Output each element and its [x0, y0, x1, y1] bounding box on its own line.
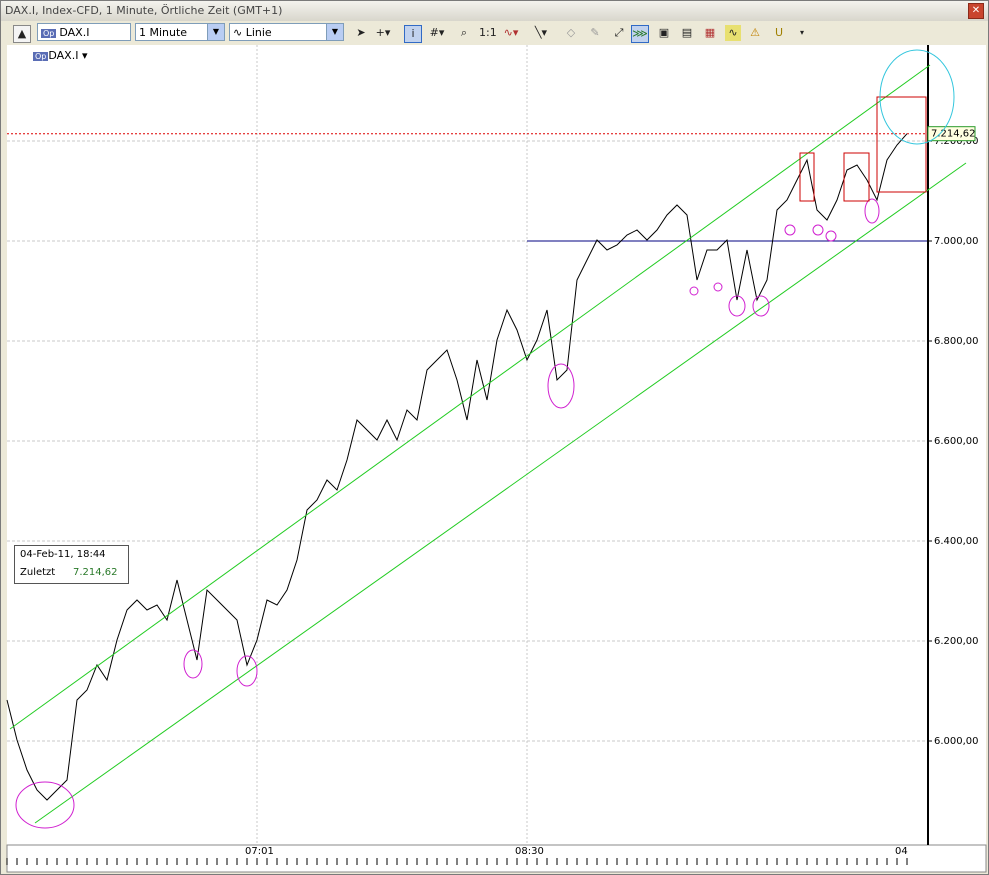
x-tick-label: 08:30 — [515, 846, 544, 857]
collapse-button[interactable]: ▲ — [13, 25, 31, 43]
last-price-label: 7.214,62 — [931, 129, 976, 140]
info-last-value: 7.214,62 — [73, 567, 118, 578]
marker-ellipse — [752, 295, 770, 317]
interval-select[interactable]: 1 Minute ▼ — [135, 23, 225, 41]
window-tool[interactable]: ▦ — [704, 26, 716, 39]
marker-ellipse — [15, 781, 75, 829]
wave-tool[interactable]: ∿ — [725, 25, 741, 41]
export-tool[interactable]: ▣ — [658, 26, 670, 39]
y-tick-label: 6.400,00 — [934, 536, 979, 547]
grid-tool[interactable]: #▾ — [429, 26, 445, 39]
y-tick-label: 7.200,00 — [934, 136, 979, 147]
window-title: DAX.I, Index-CFD, 1 Minute, Örtliche Zei… — [5, 4, 283, 17]
scale-tool[interactable]: 1:1 — [479, 26, 497, 39]
compare-tool[interactable]: ⤢ — [614, 26, 624, 39]
marker-ellipse — [825, 230, 837, 242]
more-tools[interactable]: ▾ — [799, 28, 804, 37]
style-select[interactable]: ∿ Linie ▼ — [229, 23, 344, 41]
y-tick-label: 6.000,00 — [934, 736, 979, 747]
y-tick-label: 6.800,00 — [934, 336, 979, 347]
info-box: 04-Feb-11, 18:44 Zuletzt 7.214,62 — [14, 545, 129, 584]
channel-upper — [9, 64, 931, 730]
title-bar: DAX.I, Index-CFD, 1 Minute, Örtliche Zei… — [1, 1, 988, 21]
marker-ellipse — [689, 286, 699, 296]
trend-tool[interactable]: ⋙ — [631, 25, 649, 43]
marker-ellipse — [236, 655, 258, 687]
marker-ellipse — [784, 224, 796, 236]
info-last-label: Zuletzt — [20, 567, 56, 578]
copy-tool[interactable]: ▤ — [681, 26, 693, 39]
alert-tool[interactable]: ⚠ — [750, 26, 760, 39]
marker-ellipse — [183, 649, 203, 679]
close-button[interactable]: ✕ — [968, 3, 984, 19]
y-axis-area — [928, 45, 986, 845]
zoom-tool[interactable]: ⌕ — [460, 26, 468, 39]
indicator-tool[interactable]: ∿▾ — [503, 26, 519, 39]
x-tick-label: 04 — [895, 846, 908, 857]
x-tick-label: 07:01 — [245, 846, 274, 857]
info-datetime: 04-Feb-11, 18:44 — [20, 549, 106, 560]
marker-box — [799, 152, 815, 202]
marker-ellipse — [879, 49, 955, 145]
pen-tool[interactable]: ✎ — [590, 26, 600, 39]
price-line — [6, 133, 908, 801]
info-tool[interactable]: i — [404, 25, 422, 43]
marker-ellipse — [812, 224, 824, 236]
magnet-tool[interactable]: U — [774, 26, 784, 39]
y-tick-label: 6.200,00 — [934, 636, 979, 647]
last-price-tag — [927, 126, 976, 142]
cursor-tool[interactable]: ➤ — [356, 26, 366, 39]
toolbar: ▲ Op DAX.I 1 Minute ▼ ∿ Linie ▼ ➤ +▾ i #▾ ⌕… — [1, 22, 988, 46]
legend-symbol: DAX.I — [48, 49, 79, 62]
channel-lower — [34, 162, 967, 824]
marker-ellipse — [728, 295, 746, 317]
interval-text: 1 Minute — [139, 26, 188, 39]
style-text: Linie — [245, 26, 272, 39]
plot-area — [7, 45, 927, 845]
symbol-field[interactable]: Op DAX.I — [37, 23, 131, 41]
marker-box — [876, 96, 927, 193]
line-tool[interactable]: ╲▾ — [534, 26, 548, 39]
y-tick-label: 6.600,00 — [934, 436, 979, 447]
marker-box — [843, 152, 870, 202]
eraser-tool[interactable]: ◇ — [566, 26, 576, 39]
marker-ellipse — [547, 363, 575, 409]
y-tick-label: 7.000,00 — [934, 236, 979, 247]
crosshair-tool[interactable]: +▾ — [375, 26, 391, 39]
chart: 6.000,00 6.200,00 6.400,00 6.600,00 6.800,00… — [6, 45, 987, 873]
symbol-text: DAX.I — [59, 26, 90, 39]
marker-ellipse — [713, 282, 723, 292]
marker-ellipse — [864, 198, 880, 224]
legend: Op DAX.I ▾ — [33, 49, 88, 62]
